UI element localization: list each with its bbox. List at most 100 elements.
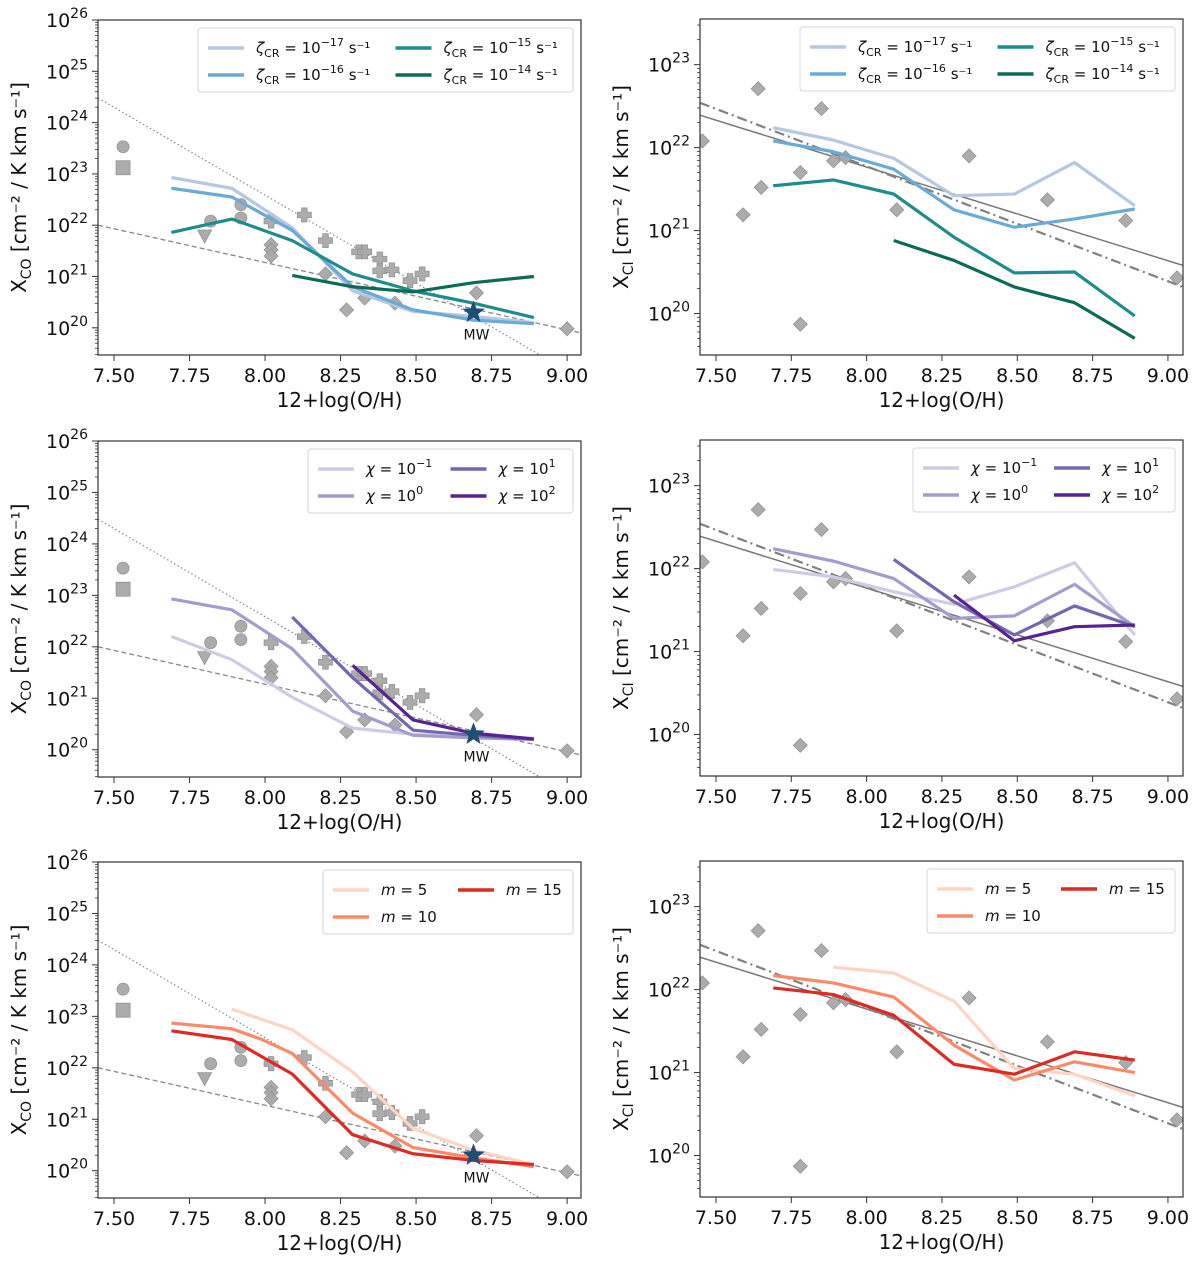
y-tick-label: 1024 (46, 530, 88, 556)
dashdot-fit-line (700, 101, 1183, 288)
obs-diamond-marker (889, 623, 905, 639)
y-tick-label: 1024 (46, 951, 88, 977)
y-tick-label: 1022 (648, 134, 690, 160)
y-axis-label: XCI [cm⁻² / K km s⁻¹] (609, 506, 637, 710)
legend: ζCR = 10−17 s⁻¹ ζCR = 10−16 s⁻¹ ζCR = 10−1… (799, 26, 1176, 92)
legend-entry-label: m = 10 (985, 907, 1041, 925)
series-line-1 (773, 973, 1136, 1082)
panel-co-zeta: MW 7.50 7.75 8.00 8.25 8.50 8.75 9.00 1020 1021 10… (7, 6, 588, 412)
x-tick-label: 9.00 (1147, 365, 1189, 387)
x-tick-label: 7.75 (770, 1207, 812, 1229)
series-line-2 (171, 217, 535, 320)
y-tick-label: 1020 (46, 314, 88, 340)
obs-diamond-marker (1169, 691, 1183, 707)
legend-box (799, 26, 1176, 92)
x-axis-label: 12+log(O/H) (879, 388, 1005, 412)
x-tick-label: 7.75 (168, 787, 210, 809)
obs-plus-marker (318, 233, 333, 248)
x-tick-label: 8.50 (996, 1207, 1038, 1229)
obs-plus-marker (263, 635, 279, 651)
obs-diamond-marker (792, 1158, 808, 1174)
y-tick-label: 1020 (648, 300, 690, 326)
series-line-3 (351, 664, 535, 741)
y-tick-label: 1025 (46, 57, 88, 83)
legend-entry-label: ζCR = 10−16 s⁻¹ (857, 62, 972, 86)
legend-box (912, 447, 1176, 513)
x-axis-label: 12+log(O/H) (879, 809, 1005, 833)
obs-diamond-marker (825, 995, 842, 1011)
x-tick-label: 8.75 (470, 787, 512, 809)
solid-fit-line (700, 956, 1183, 1109)
y-tick-label: 1023 (648, 51, 690, 77)
x-axis-label: 12+log(O/H) (277, 810, 403, 834)
x-tick-label: 8.75 (1071, 365, 1113, 387)
y-tick-label: 1021 (46, 1105, 88, 1131)
legend-entry-label: χ = 100 (365, 484, 423, 505)
legend-entry-label: m = 15 (506, 881, 562, 899)
x-tick-label: 9.00 (546, 365, 588, 387)
legend-box (197, 27, 574, 93)
y-tick-label: 1021 (46, 263, 88, 289)
y-axis-label: XCO [cm⁻² / K km s⁻¹] (7, 504, 35, 715)
x-tick-label: 7.75 (770, 786, 812, 808)
obs-plus-marker (296, 207, 312, 223)
plot-area: MW (98, 97, 581, 355)
panel-co-m: MW 7.50 7.75 8.00 8.25 8.50 8.75 9.00 1020 1021 10… (7, 848, 588, 1255)
legend-entry-label: χ = 101 (1101, 456, 1159, 477)
plot-area (700, 923, 1183, 1174)
obs-diamond-marker (792, 316, 808, 332)
x-tick-label: 8.25 (319, 365, 361, 387)
obs-plus-marker (402, 273, 418, 289)
y-tick-label: 1023 (648, 472, 690, 498)
obs-diamond-marker (961, 569, 977, 585)
x-tick-label: 8.25 (921, 1207, 963, 1229)
obs-diamond-marker (961, 148, 977, 164)
series-line-0 (833, 965, 1136, 1098)
legend-entry-label: m = 15 (1109, 880, 1165, 898)
obs-diamond-marker (559, 321, 575, 337)
series-line-2 (773, 986, 1136, 1076)
legend-box (926, 868, 1176, 934)
obs-diamond-marker (961, 990, 977, 1006)
y-tick-label: 1026 (46, 427, 88, 453)
obs-square-marker (115, 160, 131, 176)
x-axis-label: 12+log(O/H) (879, 1230, 1005, 1254)
x-tick-label: 8.25 (921, 786, 963, 808)
obs-plus-marker (384, 684, 400, 699)
x-tick-label: 8.00 (845, 365, 887, 387)
plot-area: MW (98, 939, 581, 1198)
x-tick-label: 8.50 (395, 1208, 437, 1230)
x-tick-label: 7.50 (695, 365, 737, 387)
obs-triangle-marker (196, 651, 213, 666)
obs-diamond-marker (889, 202, 905, 218)
obs-diamond-marker (339, 1145, 355, 1161)
obs-triangle-marker (196, 1072, 213, 1087)
x-axis-label: 12+log(O/H) (277, 388, 403, 412)
legend-entry-label: ζCR = 10−16 s⁻¹ (255, 63, 370, 87)
y-tick-label: 1021 (648, 638, 690, 664)
obs-diamond-marker (753, 179, 769, 195)
x-tick-label: 8.50 (395, 787, 437, 809)
mw-label: MW (464, 749, 490, 765)
obs-diamond-marker (792, 585, 808, 602)
x-tick-label: 8.25 (921, 365, 963, 387)
legend-entry-label: χ = 102 (1101, 483, 1159, 504)
mw-star-marker (462, 722, 485, 744)
obs-circle-marker (204, 636, 218, 650)
obs-diamond-marker (813, 943, 829, 959)
obs-diamond-marker (813, 522, 829, 538)
y-tick-label: 1025 (46, 478, 88, 504)
series-line-2 (773, 178, 1136, 318)
obs-diamond-marker (468, 285, 485, 301)
legend-entry-label: m = 10 (381, 908, 437, 926)
y-tick-label: 1022 (46, 1054, 88, 1080)
x-tick-label: 9.00 (1147, 1207, 1189, 1229)
obs-diamond-marker (468, 1128, 485, 1144)
series-line-2 (171, 1029, 534, 1167)
y-tick-label: 1023 (46, 160, 88, 186)
obs-square-marker (115, 1002, 131, 1018)
obs-diamond-marker (559, 1164, 575, 1180)
obs-diamond-marker (700, 975, 710, 991)
x-tick-label: 8.50 (996, 786, 1038, 808)
y-tick-label: 1026 (46, 848, 88, 874)
